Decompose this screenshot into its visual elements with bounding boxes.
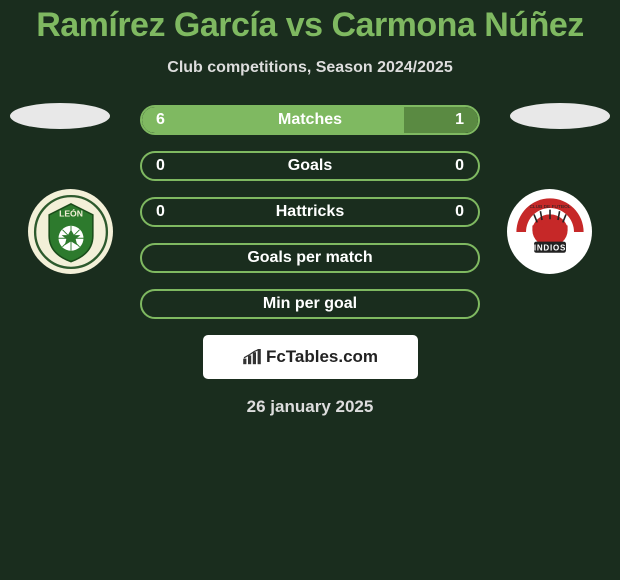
page-title: Ramírez García vs Carmona Núñez <box>0 0 620 45</box>
stat-value-right: 0 <box>455 203 464 221</box>
stat-value-right: 0 <box>455 157 464 175</box>
team-left-logo: LEÓN <box>28 189 113 274</box>
comparison-panel: LEÓN CLUB DE FUTBOL INDIOS 6Matches10Goa… <box>0 105 620 417</box>
leon-logo-icon: LEÓN <box>28 189 113 274</box>
subtitle: Club competitions, Season 2024/2025 <box>0 59 620 77</box>
stat-label: Goals per match <box>142 249 478 267</box>
stat-row-goals: 0Goals0 <box>140 151 480 181</box>
brand-box[interactable]: FcTables.com <box>203 335 418 379</box>
svg-text:CLUB DE FUTBOL: CLUB DE FUTBOL <box>529 204 570 210</box>
player-left-ellipse <box>10 103 110 129</box>
svg-text:LEÓN: LEÓN <box>59 207 83 218</box>
stat-label: Min per goal <box>142 295 478 313</box>
svg-text:INDIOS: INDIOS <box>533 243 565 252</box>
stat-row-matches: 6Matches1 <box>140 105 480 135</box>
team-right-logo: CLUB DE FUTBOL INDIOS <box>507 189 592 274</box>
stat-label: Hattricks <box>142 203 478 221</box>
stat-bars: 6Matches10Goals00Hattricks0Goals per mat… <box>140 105 480 319</box>
stat-row-goals-per-match: Goals per match <box>140 243 480 273</box>
brand-label: FcTables.com <box>266 347 378 367</box>
stat-label: Goals <box>142 157 478 175</box>
stat-value-right: 1 <box>455 111 464 129</box>
player-right-ellipse <box>510 103 610 129</box>
chart-icon <box>242 349 262 365</box>
stat-label: Matches <box>142 111 478 129</box>
stat-row-hattricks: 0Hattricks0 <box>140 197 480 227</box>
date-label: 26 january 2025 <box>0 397 620 417</box>
stat-row-min-per-goal: Min per goal <box>140 289 480 319</box>
indios-logo-icon: CLUB DE FUTBOL INDIOS <box>507 189 592 274</box>
